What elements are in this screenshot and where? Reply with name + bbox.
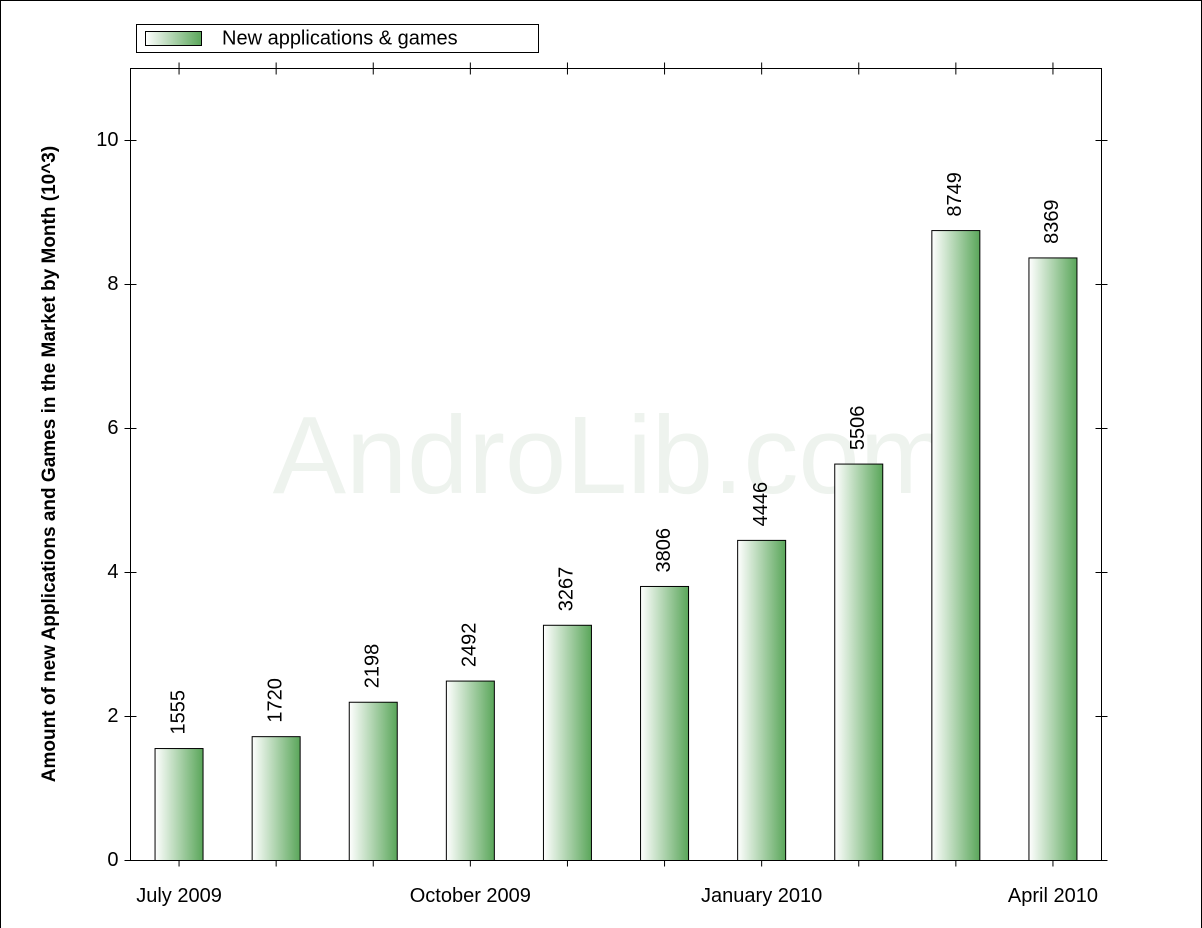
- y-tick-label: 4: [107, 561, 118, 583]
- y-tick-label: 0: [107, 849, 118, 871]
- bar: [251, 736, 301, 861]
- legend-swatch: [145, 31, 202, 46]
- y-tick-label: 2: [107, 705, 118, 727]
- value-label: 8369: [1041, 199, 1063, 244]
- y-tick-label: 8: [107, 273, 118, 295]
- bar: [1028, 257, 1078, 861]
- bar: [834, 463, 884, 861]
- y-tick-label: 10: [96, 129, 118, 151]
- legend: [136, 24, 539, 53]
- x-tick-label: April 2010: [1008, 885, 1098, 907]
- bar: [640, 585, 690, 862]
- x-tick-label: October 2009: [410, 885, 531, 907]
- value-label: 4446: [750, 482, 772, 527]
- bar: [154, 748, 204, 861]
- value-label: 2492: [459, 623, 481, 668]
- plot-frame: [130, 68, 1102, 861]
- value-label: 3806: [653, 528, 675, 573]
- bar: [542, 624, 592, 861]
- value-label: 1555: [167, 690, 189, 735]
- bar: [348, 701, 398, 862]
- value-label: 8749: [944, 172, 966, 217]
- bar: [737, 539, 787, 861]
- x-tick-label: July 2009: [136, 885, 222, 907]
- legend-label: New applications & games: [222, 27, 458, 49]
- y-tick-label: 6: [107, 417, 118, 439]
- value-label: 5506: [847, 406, 869, 451]
- bar: [931, 230, 981, 861]
- value-label: 2198: [362, 644, 384, 689]
- y-axis-label: Amount of new Applications and Games in …: [39, 146, 60, 782]
- bar: [445, 680, 495, 861]
- x-tick-label: January 2010: [701, 885, 822, 907]
- value-label: 3267: [556, 567, 578, 612]
- value-label: 1720: [264, 678, 286, 723]
